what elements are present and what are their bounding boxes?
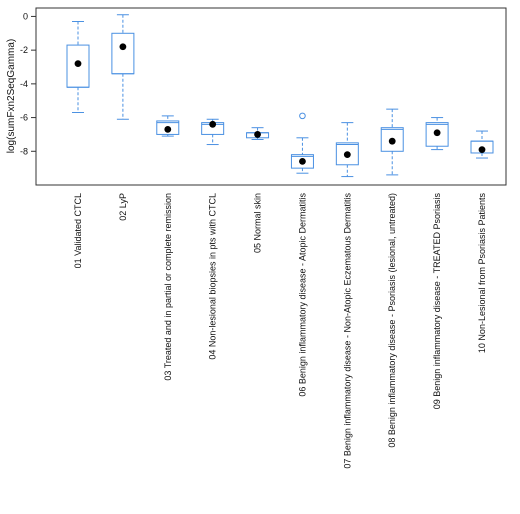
- x-tick-label: 01 Validated CTCL: [73, 193, 83, 268]
- mean-point: [478, 146, 486, 154]
- mean-point: [164, 125, 172, 133]
- box-group: [111, 14, 135, 120]
- y-axis-label: log(sumFxn2SeqGamma): [6, 39, 17, 153]
- box-group: [335, 122, 359, 178]
- box-group: [380, 108, 404, 176]
- outlier-point: [299, 112, 306, 120]
- y-tick-label: -6: [20, 113, 28, 123]
- mean-point: [119, 43, 127, 51]
- box-group: [66, 20, 90, 114]
- y-tick-label: -8: [20, 146, 28, 156]
- box-group: [470, 130, 494, 159]
- mean-point: [299, 158, 306, 165]
- x-tick-label: 06 Benign inflammatory disease - Atopic …: [297, 193, 307, 397]
- mean-point: [254, 131, 261, 138]
- box-iqr: [111, 32, 135, 75]
- x-tick-label: 04 Non-lesional biopsies in pts with CTC…: [208, 193, 218, 360]
- box-group: [290, 112, 314, 174]
- boxes: [66, 14, 494, 178]
- y-axis: 0 -2 -4 -6 -8: [20, 11, 36, 156]
- mean-point: [209, 120, 217, 128]
- x-tick-label: 03 Treated and in partial or complete re…: [163, 193, 173, 381]
- y-tick-label: 0: [23, 11, 28, 21]
- mean-point: [343, 151, 351, 159]
- x-tick-label: 08 Benign inflammatory disease - Psorias…: [387, 193, 397, 448]
- plot-frame: [35, 7, 507, 186]
- mean-point: [433, 129, 441, 137]
- x-axis-labels: 01 Validated CTCL 02 LyP 03 Treated and in…: [73, 193, 487, 469]
- box-group: [201, 118, 225, 146]
- x-tick-label: 07 Benign inflammatory disease - Non-Ato…: [342, 193, 352, 469]
- mean-point: [388, 137, 396, 145]
- y-tick-label: -4: [20, 79, 28, 89]
- x-tick-label: 02 LyP: [118, 193, 128, 221]
- x-tick-label: 10 Non-Lesional from Psoriasis Patients: [477, 193, 487, 354]
- mean-point: [74, 60, 82, 68]
- box-group: [425, 117, 449, 151]
- x-tick-label: 05 Normal skin: [253, 193, 263, 253]
- box-group: [246, 127, 270, 140]
- box-group: [156, 115, 180, 137]
- y-tick-label: -2: [20, 45, 28, 55]
- x-tick-label: 09 Benign inflammatory disease - TREATED…: [432, 193, 442, 410]
